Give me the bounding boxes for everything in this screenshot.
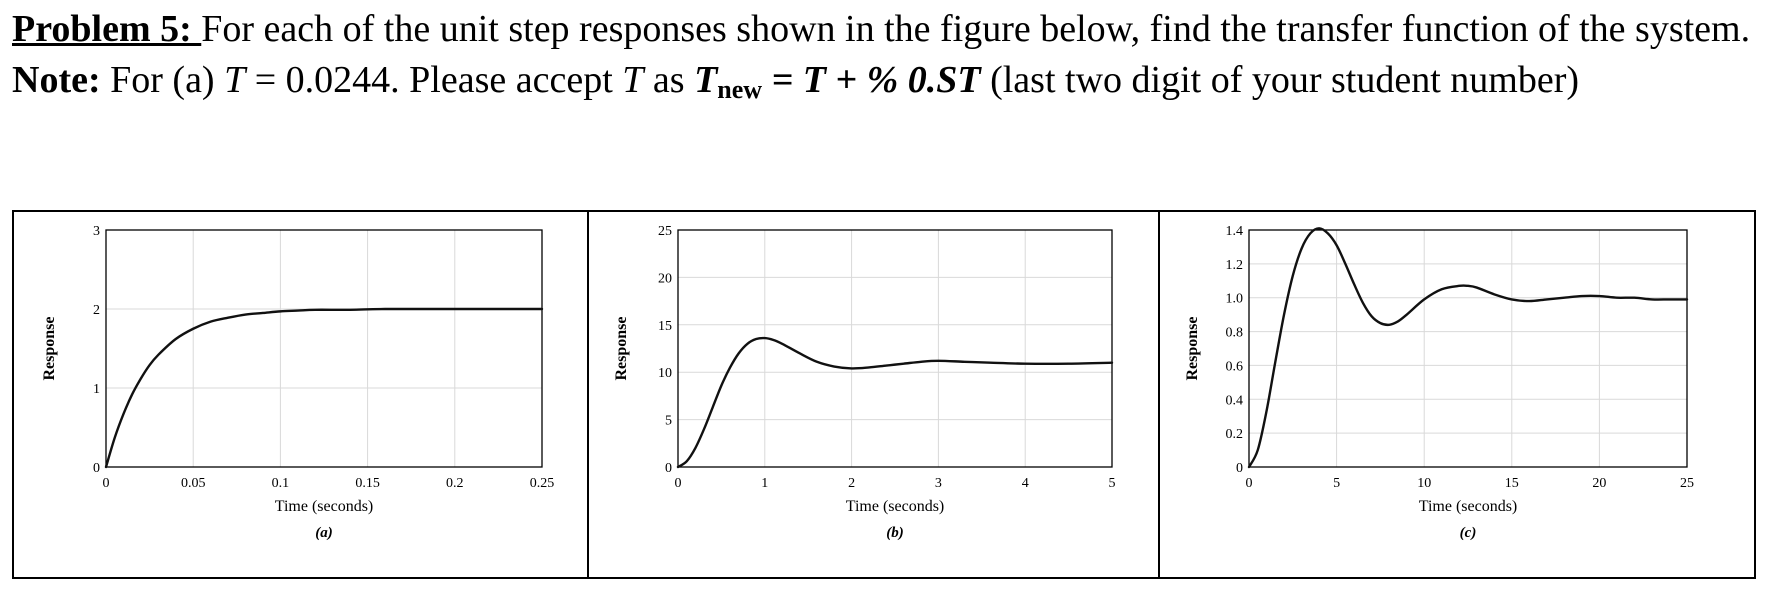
x-tick-label-b-1: 1 <box>761 476 768 491</box>
response-curve-b <box>676 336 1114 469</box>
x-tick-label-c-2: 10 <box>1417 476 1431 491</box>
y-tick-label-b-1: 5 <box>665 414 672 429</box>
y-tick-label-b-2: 10 <box>658 366 672 381</box>
x-tick-label-a-3: 0.15 <box>355 476 380 491</box>
y-tick-label-b-3: 15 <box>658 319 672 334</box>
y-axis-label-c: Response <box>1184 316 1201 380</box>
problem-heading: Problem 5: <box>12 8 202 50</box>
plot-frame-b <box>677 229 1113 468</box>
x-tick-label-c-1: 5 <box>1333 476 1340 491</box>
as-text: as <box>643 59 695 101</box>
x-tick-label-a-2: 0.1 <box>272 476 290 491</box>
t-symbol: T <box>224 59 246 101</box>
x-tick-label-b-3: 3 <box>935 476 942 491</box>
y-axis-label-b: Response <box>613 316 630 380</box>
y-tick-label-b-4: 20 <box>658 271 672 286</box>
x-tick-label-c-4: 20 <box>1592 476 1606 491</box>
plot-a: 0 0.05 0.1 0.15 0.2 0.25 0 1 2 3 Time (seconds) Res… <box>41 224 554 541</box>
y-tick-label-a-2: 2 <box>93 303 100 318</box>
y-tick-label-c-3: 0.6 <box>1226 359 1244 374</box>
x-tick-label-b-5: 5 <box>1109 476 1116 491</box>
x-tick-label-b-4: 4 <box>1022 476 1029 491</box>
x-tick-label-b-0: 0 <box>675 476 682 491</box>
t-symbol-2: T <box>622 59 644 101</box>
x-tick-label-a-0: 0 <box>103 476 110 491</box>
y-tick-label-a-1: 1 <box>93 382 100 397</box>
y-tick-label-c-6: 1.2 <box>1226 258 1244 273</box>
plot-frame-c <box>1248 229 1688 468</box>
y-tick-label-a-3: 3 <box>93 224 100 239</box>
t-new-symbol: T <box>694 59 718 101</box>
y-tick-label-c-7: 1.4 <box>1226 224 1244 239</box>
y-tick-label-b-0: 0 <box>665 461 672 476</box>
problem-text-2: For (a) <box>100 59 225 101</box>
y-tick-label-c-4: 0.8 <box>1226 326 1244 341</box>
x-tick-label-c-0: 0 <box>1246 476 1253 491</box>
x-tick-label-a-5: 0.25 <box>530 476 555 491</box>
plot-caption-b: (b) <box>886 525 904 541</box>
x-tick-label-a-1: 0.05 <box>181 476 206 491</box>
plot-caption-a: (a) <box>315 525 333 541</box>
plot-b: 0 1 2 3 4 5 0 5 10 15 20 25 Time (seconds) Response (b… <box>613 224 1116 541</box>
x-tick-label-a-4: 0.2 <box>446 476 464 491</box>
t-new-formula: = T + % 0.ST <box>762 59 981 101</box>
t-value: = 0.0244. Please accept <box>245 59 623 101</box>
problem-text-1: For each of the unit step responses show… <box>201 8 1751 50</box>
problem-text-3: (last two digit of your student number) <box>980 59 1580 101</box>
y-tick-label-a-0: 0 <box>93 461 100 476</box>
y-tick-label-c-0: 0 <box>1236 461 1243 476</box>
y-tick-label-c-1: 0.2 <box>1226 427 1244 442</box>
x-axis-label-a: Time (seconds) <box>275 498 374 515</box>
y-tick-label-b-5: 25 <box>658 224 672 239</box>
x-axis-label-b: Time (seconds) <box>846 498 945 515</box>
response-curve-a <box>104 307 544 469</box>
plot-c: 0 5 10 15 20 25 0 0.2 0.4 0.6 0.8 1.0 1.2 1.4 Time (se… <box>1184 224 1694 541</box>
problem-statement: Problem 5: For each of the unit step res… <box>12 4 1752 106</box>
y-tick-label-c-5: 1.0 <box>1226 292 1244 307</box>
x-tick-label-b-2: 2 <box>848 476 855 491</box>
plot-frame-a <box>105 229 543 468</box>
x-tick-label-c-3: 15 <box>1505 476 1519 491</box>
plot-caption-c: (c) <box>1460 525 1477 541</box>
y-axis-label-a: Response <box>41 316 58 380</box>
x-tick-label-c-5: 25 <box>1680 476 1694 491</box>
note-label: Note: <box>12 59 101 101</box>
figure-panel: 0 0.05 0.1 0.15 0.2 0.25 0 1 2 3 Time (seconds) Res… <box>12 210 1756 579</box>
x-axis-label-c: Time (seconds) <box>1419 498 1518 515</box>
t-new-subscript: new <box>717 75 763 104</box>
y-tick-label-c-2: 0.4 <box>1226 393 1244 408</box>
response-curve-c <box>1247 227 1689 469</box>
